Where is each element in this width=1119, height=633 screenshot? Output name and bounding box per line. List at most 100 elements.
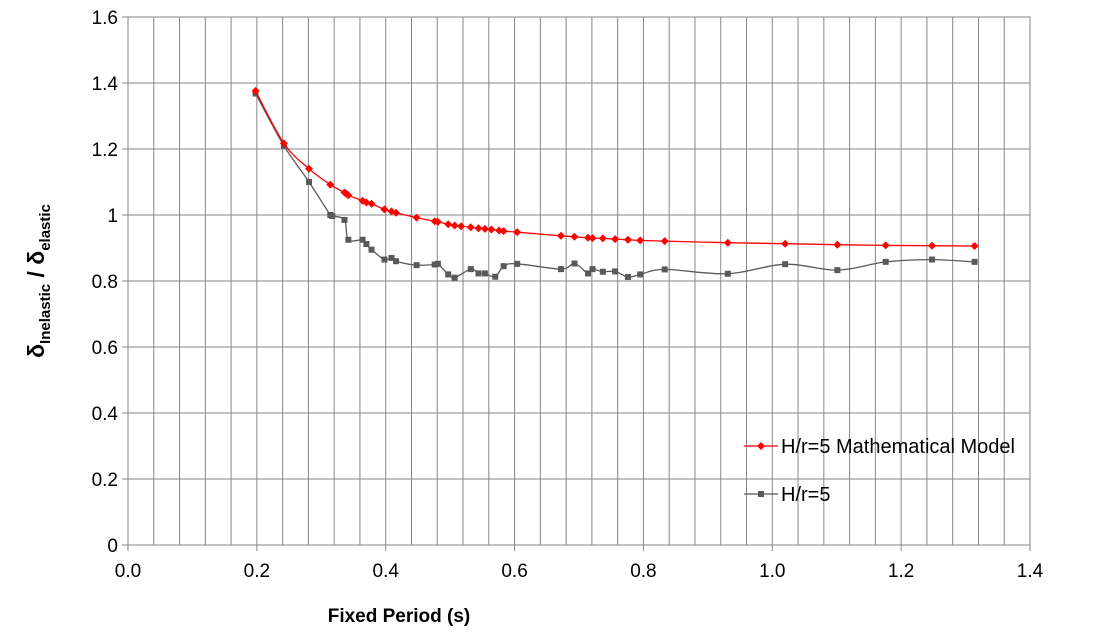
data-point — [392, 208, 401, 217]
x-tick-label: 1.0 — [759, 561, 785, 582]
y-tick-label: 0.6 — [92, 338, 118, 359]
data-point — [433, 217, 442, 226]
data-point — [305, 164, 314, 173]
x-tick-label: 1.4 — [1017, 561, 1044, 582]
data-point — [344, 191, 353, 200]
x-axis-title: Fixed Period (s) — [328, 606, 471, 627]
data-point — [971, 258, 978, 265]
data-point — [598, 234, 607, 243]
data-point — [393, 258, 400, 265]
data-point — [306, 179, 313, 185]
data-point — [585, 270, 592, 277]
data-point — [928, 241, 937, 250]
data-point — [882, 258, 889, 265]
data-point — [368, 246, 375, 253]
data-point — [970, 242, 979, 251]
data-point — [557, 266, 564, 273]
data-point — [451, 274, 458, 281]
legend-label: H/r=5 Mathematical Model — [781, 436, 1015, 458]
y-tick-label: 0 — [107, 536, 118, 557]
data-point — [612, 268, 619, 275]
legend-marker — [758, 491, 764, 497]
y-axis-title-symbol-2: δ — [23, 251, 49, 265]
data-point — [623, 235, 632, 244]
y-tick-label: 1 — [107, 206, 118, 227]
data-point — [661, 266, 668, 273]
data-point — [279, 139, 288, 148]
data-point — [380, 205, 389, 214]
data-point — [782, 261, 789, 268]
y-axis-title: δInelastic / δelastic — [23, 204, 54, 358]
data-point — [481, 270, 488, 277]
data-point — [599, 268, 606, 275]
x-tick-label: 0.6 — [501, 561, 527, 582]
data-point — [251, 86, 260, 95]
data-point — [413, 262, 420, 269]
data-point — [513, 228, 522, 237]
data-point — [834, 267, 841, 274]
series-layer — [251, 86, 979, 281]
y-tick-label: 1.2 — [92, 140, 118, 161]
y-axis-title-separator: / — [23, 265, 49, 284]
grid — [128, 16, 1030, 545]
data-point — [589, 266, 596, 273]
data-point — [499, 227, 508, 236]
data-point — [363, 241, 370, 248]
x-axis: 0.0 0.2 0.4 0.6 0.8 1.0 1.2 1.4 — [115, 545, 1044, 582]
data-point — [457, 222, 466, 231]
data-point — [388, 254, 395, 261]
data-point — [444, 220, 453, 229]
data-point — [474, 224, 483, 233]
data-point — [450, 221, 459, 230]
data-point — [492, 273, 499, 280]
y-tick-label: 0.2 — [92, 470, 118, 491]
x-tick-label: 0.8 — [630, 561, 656, 582]
data-point — [723, 238, 732, 247]
x-tick-label: 0.2 — [244, 561, 270, 582]
data-point — [588, 234, 597, 243]
data-point — [359, 236, 366, 243]
data-point — [412, 213, 421, 222]
data-point — [881, 241, 890, 250]
data-point — [636, 236, 645, 245]
data-point — [724, 270, 731, 277]
legend-label: H/r=5 — [781, 484, 830, 506]
data-point — [487, 225, 496, 234]
data-point — [480, 224, 489, 233]
data-point — [781, 239, 790, 248]
data-point — [329, 212, 336, 219]
series-mathematical-model — [251, 86, 979, 251]
data-point — [571, 260, 578, 267]
data-point — [624, 274, 631, 281]
legend: H/r=5 Mathematical Model H/r=5 — [744, 436, 1015, 506]
data-point — [326, 180, 335, 189]
data-point — [381, 256, 388, 263]
y-axis-title-subscript-1: Inelastic — [37, 284, 54, 344]
y-axis-title-symbol-1: δ — [23, 344, 49, 358]
data-point — [467, 266, 474, 273]
data-point — [929, 256, 936, 263]
data-point — [500, 263, 507, 270]
data-point — [445, 271, 452, 278]
y-tick-label: 0.4 — [92, 404, 119, 425]
data-point — [833, 240, 842, 249]
x-tick-label: 0.0 — [115, 561, 141, 582]
legend-marker — [757, 442, 765, 450]
data-point — [466, 223, 475, 232]
y-tick-label: 1.6 — [92, 8, 118, 29]
x-tick-label: 1.2 — [888, 561, 914, 582]
data-point — [637, 271, 644, 278]
data-point — [584, 233, 593, 242]
data-point — [367, 199, 376, 208]
data-point — [341, 216, 348, 223]
data-point — [475, 270, 482, 277]
y-axis-title-subscript-2: elastic — [37, 204, 54, 251]
x-tick-label: 0.4 — [373, 561, 400, 582]
data-point — [345, 236, 352, 243]
data-point — [556, 231, 565, 240]
data-point — [660, 237, 669, 246]
data-point — [431, 261, 438, 268]
data-point — [611, 235, 620, 244]
